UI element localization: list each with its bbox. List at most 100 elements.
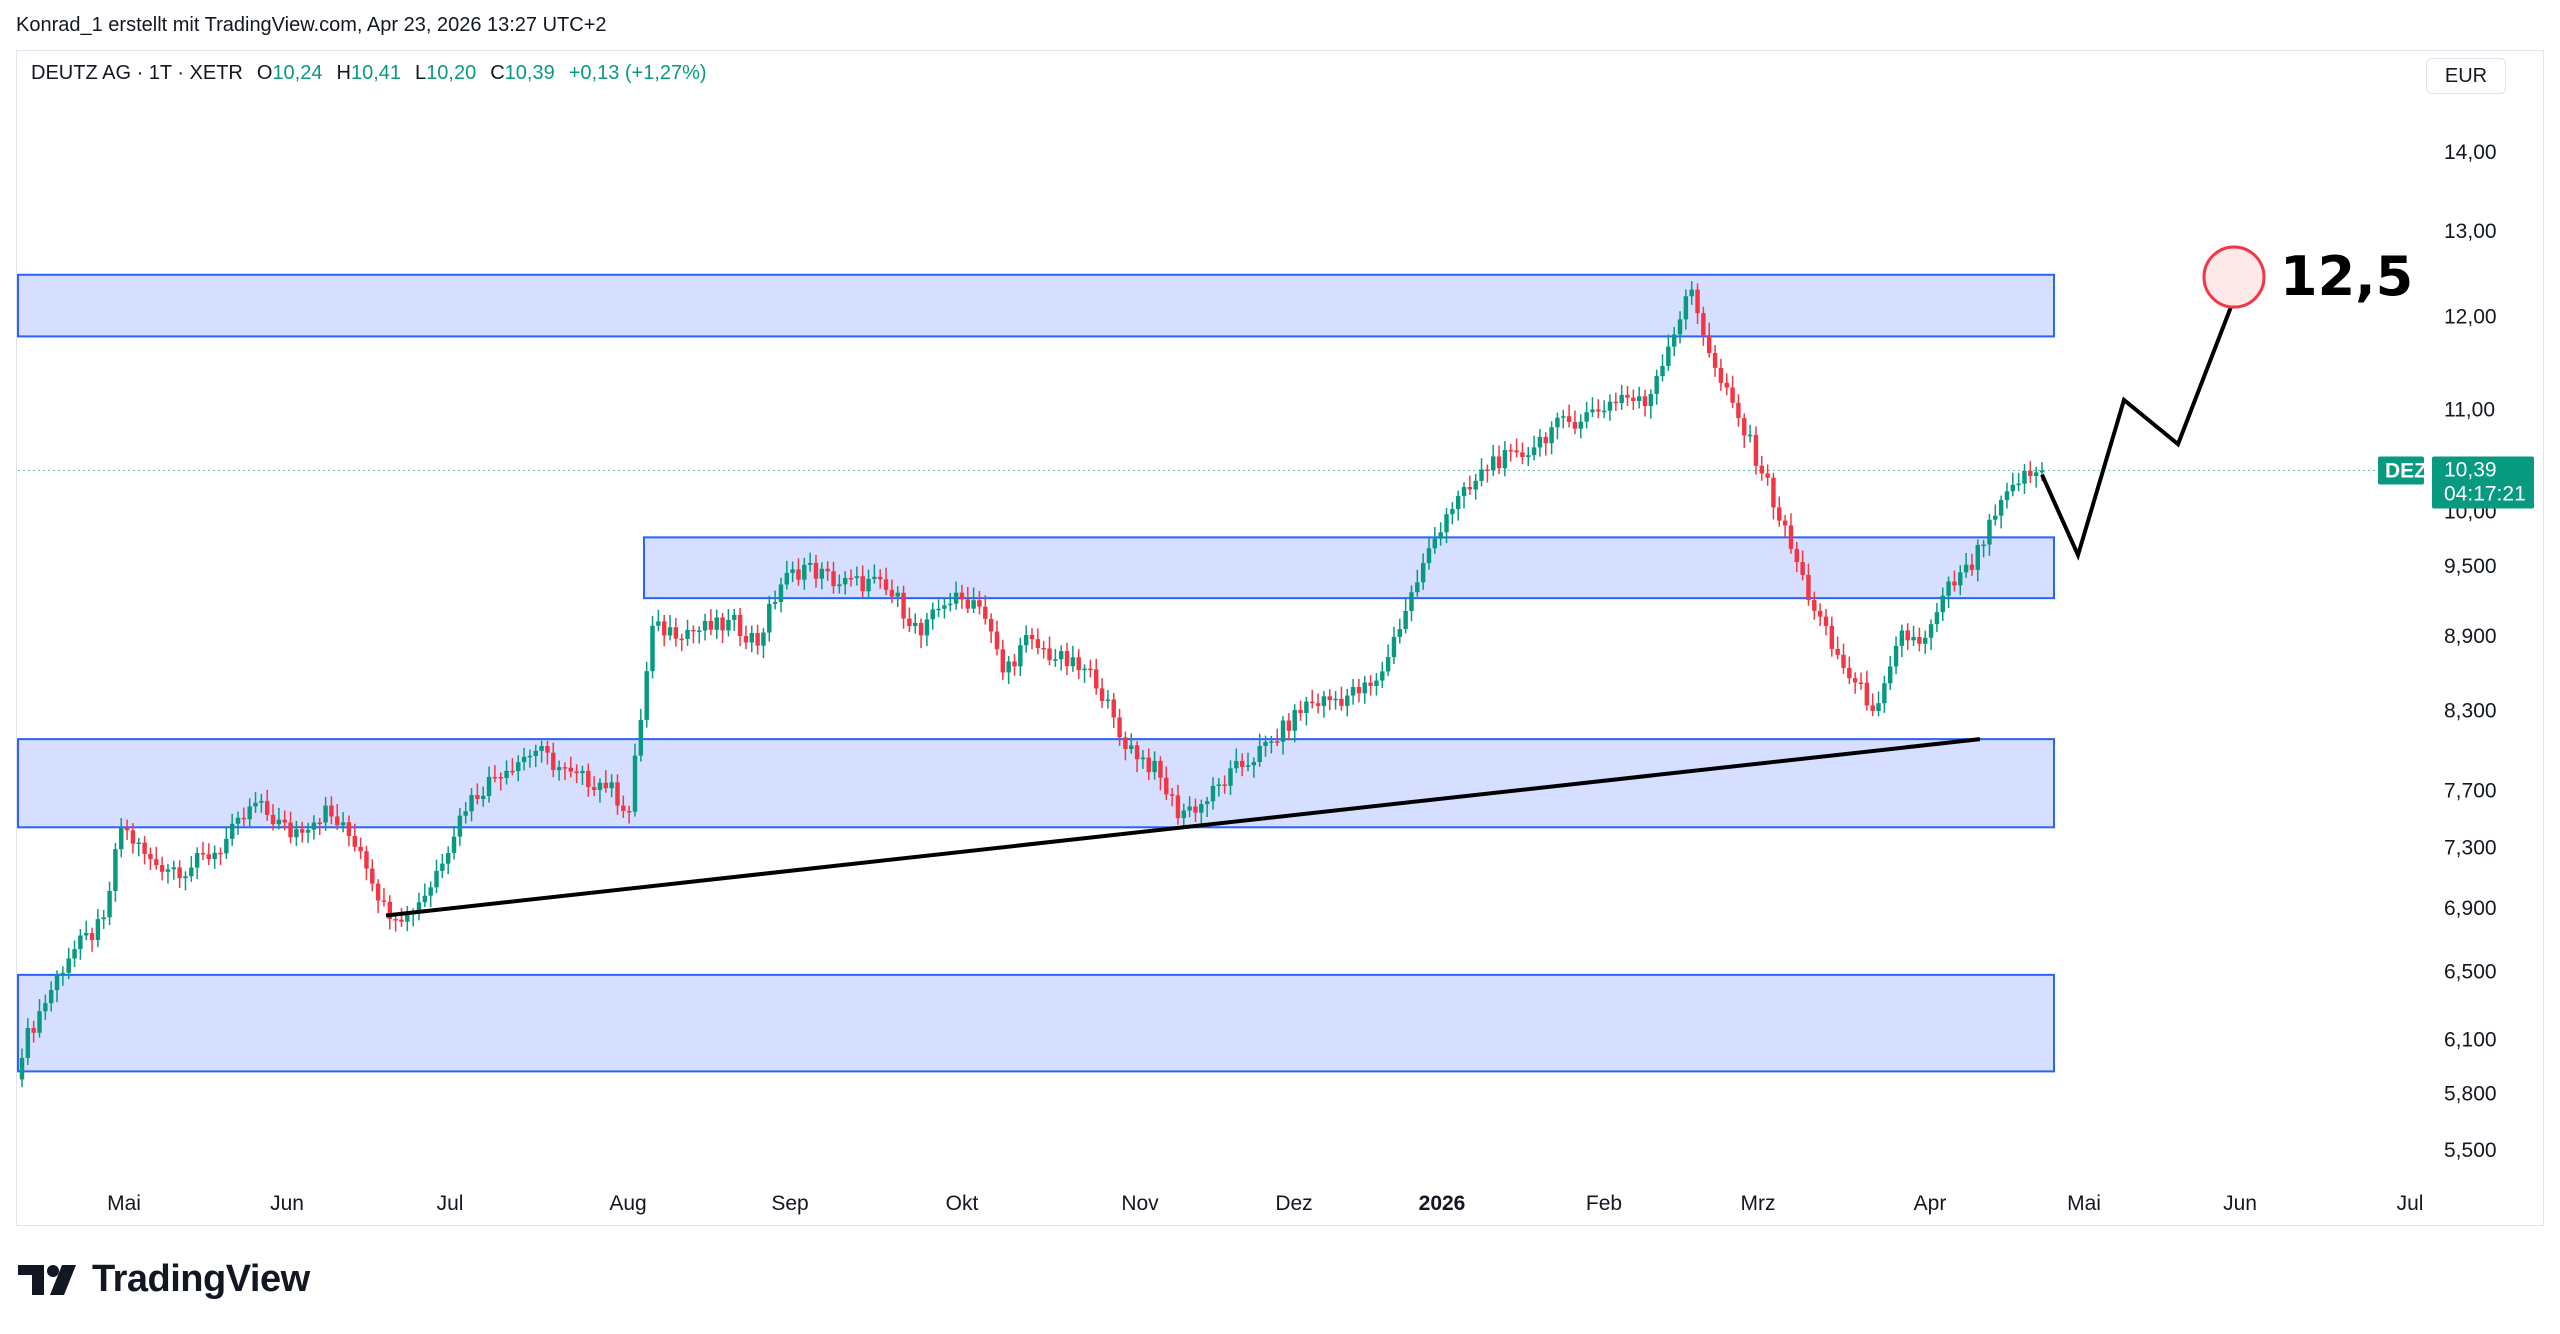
candle[interactable]	[667, 615, 673, 641]
candle[interactable]	[1800, 550, 1805, 581]
candle[interactable]	[1012, 653, 1017, 676]
candle[interactable]	[1350, 679, 1356, 705]
candle[interactable]	[130, 823, 136, 854]
candle[interactable]	[364, 845, 369, 881]
candle[interactable]	[1362, 675, 1367, 704]
candle[interactable]	[358, 837, 363, 860]
candle[interactable]	[1753, 426, 1759, 475]
candle[interactable]	[1473, 473, 1478, 500]
candle[interactable]	[1409, 585, 1414, 622]
candle[interactable]	[1403, 598, 1408, 634]
candle[interactable]	[1455, 490, 1461, 521]
candle[interactable]	[1018, 637, 1023, 677]
candle[interactable]	[200, 841, 206, 861]
candle[interactable]	[1520, 442, 1525, 465]
candle[interactable]	[1636, 386, 1642, 409]
candle[interactable]	[1146, 748, 1151, 781]
candle[interactable]	[1958, 565, 1963, 596]
candle[interactable]	[399, 907, 404, 927]
candle[interactable]	[1164, 766, 1169, 801]
candle[interactable]	[516, 755, 521, 782]
candle[interactable]	[440, 853, 445, 879]
candle[interactable]	[580, 765, 585, 786]
candle[interactable]	[1105, 689, 1111, 709]
candle[interactable]	[772, 590, 778, 610]
support-resistance-zone[interactable]	[643, 536, 2055, 600]
candle[interactable]	[965, 586, 970, 614]
candle[interactable]	[1006, 655, 1011, 684]
candle[interactable]	[1934, 602, 1940, 632]
candle[interactable]	[860, 565, 865, 598]
candle[interactable]	[422, 883, 428, 908]
candle[interactable]	[691, 625, 696, 644]
tradingview-logo[interactable]: TradingView	[18, 1258, 310, 1301]
candle[interactable]	[212, 845, 217, 869]
candle[interactable]	[1175, 784, 1181, 825]
candle[interactable]	[1887, 656, 1893, 690]
candle[interactable]	[270, 804, 276, 831]
candle[interactable]	[1490, 444, 1496, 476]
candle[interactable]	[586, 763, 591, 797]
candle[interactable]	[1058, 645, 1064, 671]
candle[interactable]	[60, 966, 66, 986]
candle[interactable]	[1053, 648, 1058, 667]
candle[interactable]	[842, 571, 848, 595]
candle[interactable]	[300, 821, 305, 843]
candle[interactable]	[1940, 587, 1945, 621]
candle[interactable]	[1701, 306, 1706, 346]
candle[interactable]	[1596, 399, 1601, 419]
candle[interactable]	[457, 807, 463, 846]
candle[interactable]	[1023, 625, 1029, 653]
candle[interactable]	[1531, 435, 1537, 461]
candle[interactable]	[942, 597, 947, 619]
candle[interactable]	[1823, 608, 1829, 636]
candle[interactable]	[177, 860, 182, 889]
candle[interactable]	[1812, 591, 1817, 620]
candle[interactable]	[685, 619, 690, 646]
candle[interactable]	[1315, 693, 1321, 714]
candle[interactable]	[1712, 345, 1718, 377]
candle[interactable]	[913, 613, 918, 634]
candle[interactable]	[1111, 692, 1116, 729]
candle[interactable]	[1584, 401, 1589, 429]
candle[interactable]	[994, 620, 1000, 656]
support-resistance-zone[interactable]	[17, 973, 2055, 1073]
candle[interactable]	[510, 758, 515, 776]
candle[interactable]	[1479, 458, 1484, 487]
candle[interactable]	[1298, 700, 1303, 721]
candle[interactable]	[1129, 733, 1134, 754]
candle[interactable]	[1625, 386, 1630, 406]
candle[interactable]	[224, 827, 229, 859]
candle[interactable]	[1847, 656, 1852, 684]
candle[interactable]	[521, 747, 527, 771]
candle[interactable]	[1549, 421, 1554, 455]
candle[interactable]	[872, 564, 877, 584]
candle[interactable]	[498, 772, 503, 791]
candle[interactable]	[1432, 527, 1438, 554]
candle[interactable]	[1117, 708, 1122, 746]
candle[interactable]	[1858, 672, 1864, 690]
candle[interactable]	[253, 792, 258, 813]
candle[interactable]	[323, 796, 328, 831]
candle[interactable]	[930, 602, 935, 630]
candle[interactable]	[708, 609, 714, 636]
candle[interactable]	[755, 624, 760, 655]
candle[interactable]	[720, 612, 725, 643]
candle[interactable]	[2028, 460, 2033, 484]
candle[interactable]	[924, 612, 930, 647]
candle[interactable]	[504, 760, 509, 785]
candle[interactable]	[247, 798, 252, 829]
candle[interactable]	[1923, 630, 1928, 654]
candle[interactable]	[1292, 704, 1297, 743]
candle[interactable]	[1724, 373, 1729, 396]
candle[interactable]	[1765, 464, 1770, 486]
candle[interactable]	[1222, 775, 1227, 794]
candle[interactable]	[206, 843, 212, 866]
candle[interactable]	[1829, 616, 1835, 657]
candle[interactable]	[1543, 432, 1548, 456]
candle[interactable]	[113, 842, 118, 902]
candle[interactable]	[609, 774, 614, 798]
candle[interactable]	[148, 847, 153, 871]
candle[interactable]	[241, 807, 247, 827]
candle[interactable]	[1029, 628, 1035, 650]
